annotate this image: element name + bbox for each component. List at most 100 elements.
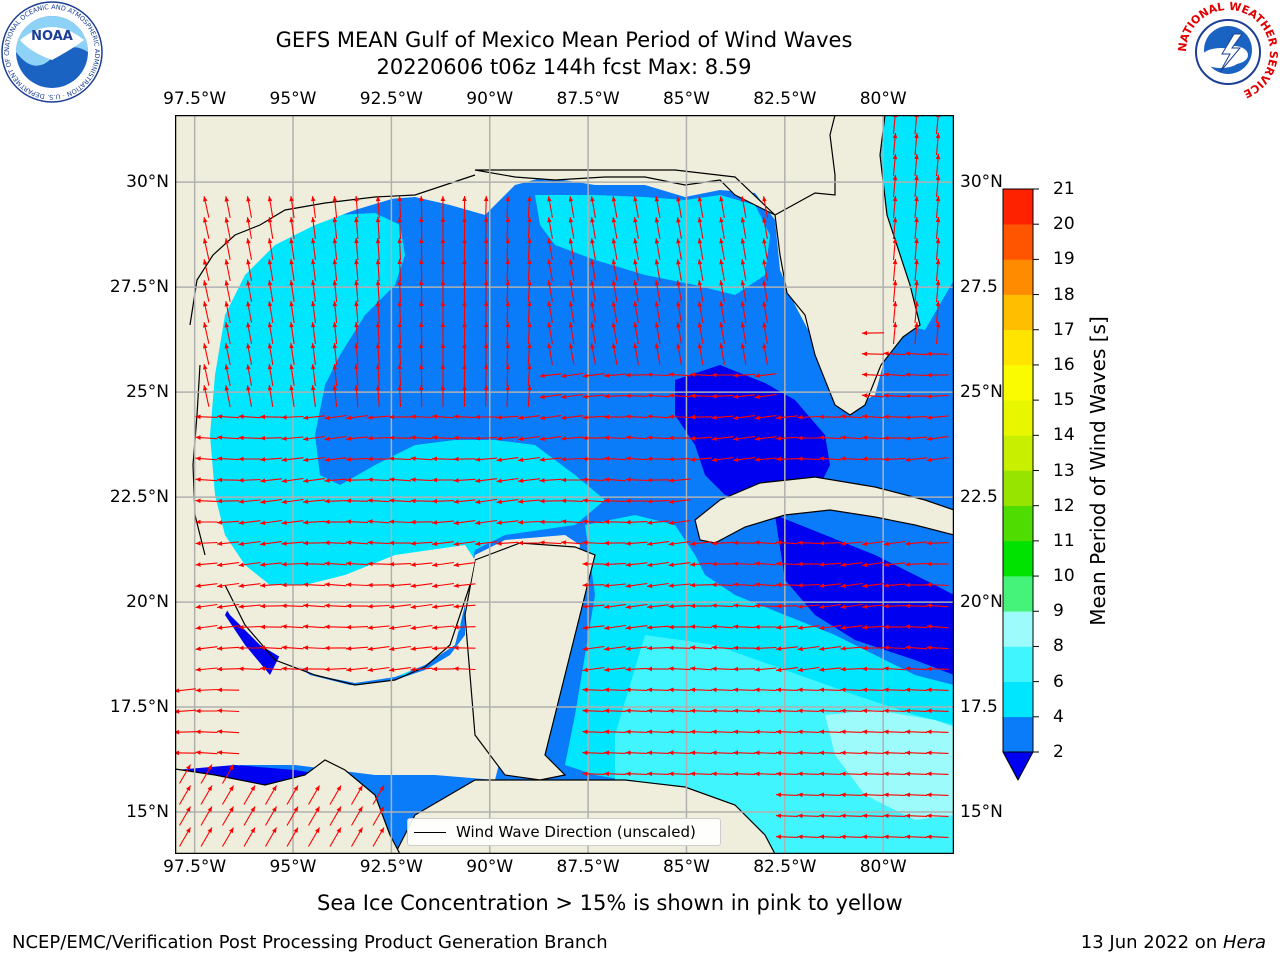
wave-direction-arrow (883, 624, 906, 630)
wave-direction-arrow (200, 785, 213, 805)
wave-direction-arrow (203, 196, 210, 218)
wave-direction-arrow (397, 258, 402, 282)
wave-direction-arrow (611, 238, 618, 260)
sea-ice-note: Sea Ice Concentration > 15% is shown in … (317, 891, 903, 915)
wave-direction-arrow (267, 364, 274, 386)
wave-direction-arrow (582, 582, 605, 588)
wave-direction-arrow (883, 708, 906, 714)
wave-direction-arrow (453, 562, 476, 568)
wave-direction-arrow (324, 624, 347, 630)
wave-direction-arrow (646, 456, 670, 462)
lon-label-top: 95°W (269, 89, 317, 109)
map-panel[interactable] (175, 115, 954, 854)
wave-direction-arrow (289, 217, 295, 239)
wave-direction-arrow (590, 196, 596, 218)
wave-direction-arrow (926, 708, 949, 714)
wave-direction-arrow (775, 561, 799, 566)
wave-direction-arrow (690, 457, 712, 462)
wave-direction-arrow (539, 414, 562, 421)
colorbar-level (1003, 224, 1033, 260)
wave-direction-arrow (259, 624, 283, 630)
wave-direction-arrow (861, 834, 885, 840)
wave-direction-arrow (354, 384, 359, 408)
wave-direction-arrow (625, 372, 648, 378)
wave-direction-arrow (582, 625, 605, 630)
wave-direction-arrow (175, 729, 197, 735)
wave-direction-arrow (654, 259, 661, 281)
wave-direction-arrow (505, 300, 511, 324)
wave-direction-arrow (238, 666, 261, 672)
wave-direction-arrow (892, 132, 898, 156)
wave-direction-arrow (389, 624, 411, 631)
wave-direction-arrow (195, 624, 218, 631)
wave-direction-arrow (754, 750, 777, 756)
wave-direction-arrow (818, 729, 842, 735)
wave-direction-arrow (914, 237, 919, 261)
colorbar-tick-label: 8 (1053, 636, 1064, 657)
colorbar-level (1003, 364, 1033, 401)
wave-direction-arrow (561, 393, 583, 400)
wave-direction-arrow (195, 456, 218, 461)
wave-direction-arrow (505, 321, 511, 345)
wave-direction-arrow (754, 457, 777, 462)
wave-direction-arrow (259, 457, 283, 462)
wave-direction-arrow (689, 603, 713, 609)
wave-direction-arrow (195, 688, 218, 693)
wave-direction-arrow (935, 174, 941, 198)
wave-direction-arrow (431, 435, 455, 440)
wave-direction-arrow (303, 415, 325, 420)
wave-direction-arrow (625, 708, 648, 714)
wave-direction-arrow (281, 436, 304, 441)
wave-direction-arrow (311, 196, 316, 218)
wave-direction-arrow (905, 541, 927, 546)
wave-direction-arrow (410, 541, 433, 546)
wave-direction-arrow (926, 687, 949, 693)
wave-direction-arrow (840, 750, 863, 756)
wave-direction-arrow (179, 785, 191, 805)
wave-direction-arrow (603, 583, 627, 588)
wave-direction-arrow (840, 729, 863, 735)
wave-direction-arrow (625, 646, 648, 651)
wave-direction-arrow (345, 540, 369, 545)
wave-direction-arrow (633, 301, 639, 323)
wave-direction-arrow (689, 562, 713, 567)
wave-direction-arrow (861, 813, 885, 819)
footer-machine: Hera (1222, 932, 1266, 953)
wave-direction-arrow (195, 750, 218, 755)
wave-direction-arrow (547, 343, 553, 365)
wave-direction-arrow (203, 238, 210, 260)
wave-direction-arrow (475, 541, 497, 546)
wave-direction-arrow (568, 259, 575, 281)
wave-direction-arrow (311, 280, 316, 302)
colorbar-level (1003, 294, 1033, 331)
wave-direction-arrow (689, 771, 713, 777)
wave-direction-arrow (676, 238, 682, 260)
wave-direction-arrow (733, 415, 755, 421)
wave-direction-arrow (224, 238, 231, 260)
wave-direction-arrow (762, 217, 768, 239)
wind-wave-arrows (175, 115, 949, 847)
wave-direction-arrow (740, 196, 747, 218)
wave-direction-arrow (775, 436, 799, 441)
wave-direction-arrow (732, 645, 756, 651)
wave-direction-arrow (462, 258, 467, 282)
wave-direction-arrow (222, 806, 234, 826)
wave-direction-arrow (527, 384, 532, 408)
wave-direction-arrow (179, 764, 191, 784)
wave-direction-arrow (633, 322, 639, 344)
wave-direction-arrow (861, 708, 885, 714)
wave-direction-arrow (324, 414, 347, 421)
wave-direction-arrow (440, 195, 446, 219)
wave-direction-arrow (797, 729, 820, 735)
wave-direction-arrow (754, 540, 777, 545)
wave-direction-arrow (904, 372, 928, 377)
wave-direction-arrow (926, 351, 949, 357)
wave-direction-arrow (410, 414, 433, 419)
wave-direction-arrow (259, 414, 283, 420)
wave-direction-arrow (345, 624, 369, 630)
colorbar-tick-label: 10 (1053, 566, 1075, 587)
wave-direction-arrow (926, 771, 949, 777)
wave-direction-arrow (238, 625, 261, 630)
wave-direction-arrow (517, 520, 541, 525)
lon-label-bottom: 87.5°W (556, 857, 620, 877)
